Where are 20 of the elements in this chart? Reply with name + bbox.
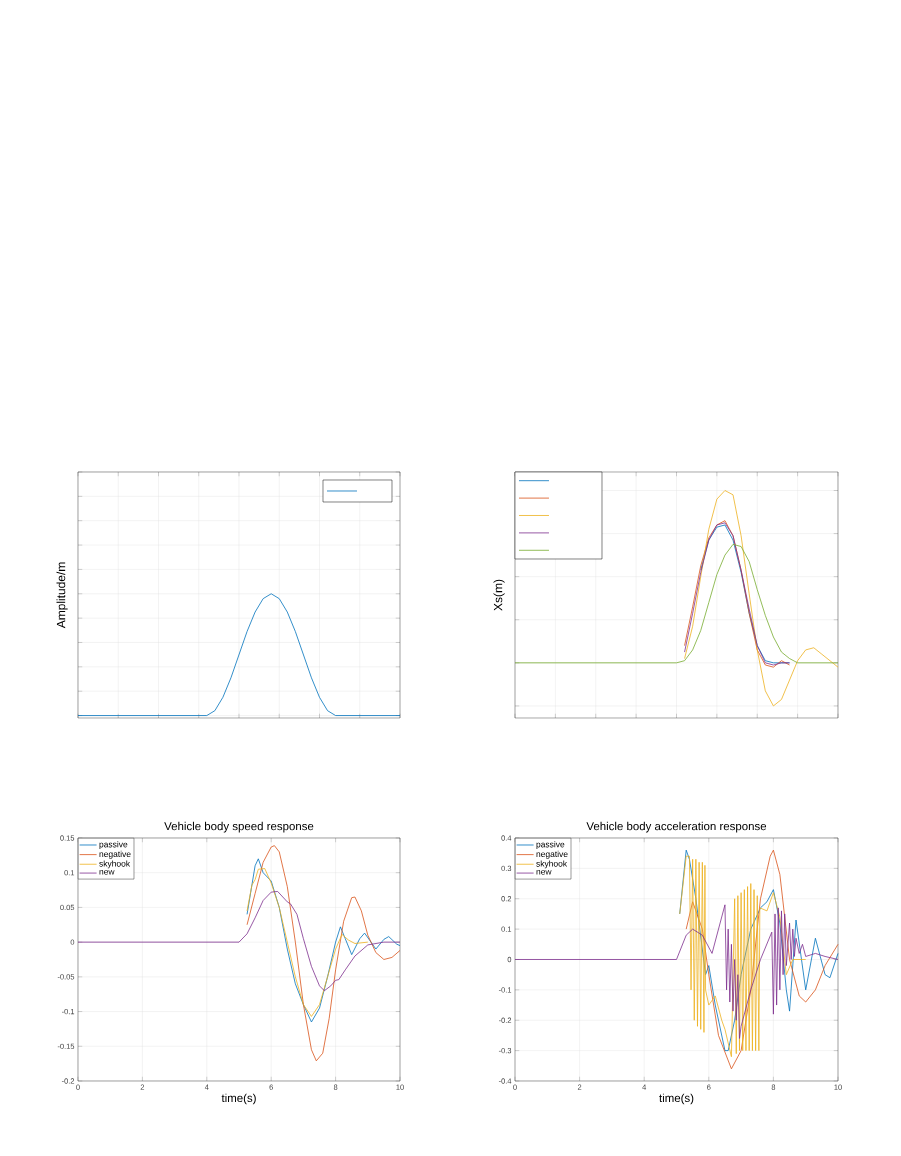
- legend-label: negative: [99, 850, 131, 859]
- line-series: [514, 904, 839, 1039]
- line-series: [246, 868, 369, 1017]
- x-axis-title: time(s): [221, 1093, 256, 1105]
- legend-label: new: [536, 870, 552, 875]
- y-axis-title: Amplitude/m: [56, 562, 68, 629]
- legend-label: skyhook: [99, 860, 131, 869]
- legend-label: negative: [536, 850, 568, 859]
- line-series: [679, 855, 807, 1058]
- legend-label: passive: [99, 841, 128, 850]
- chart-title: Vehicle body speed response: [164, 821, 314, 833]
- legend-label: passive: [536, 841, 565, 850]
- chart-title: Vehicle body acceleration response: [586, 821, 767, 833]
- x-axis-title: time(s): [659, 1093, 694, 1105]
- line-series: [246, 858, 401, 1023]
- line-series: [246, 845, 401, 1062]
- y-axis-title: Xs(m): [493, 579, 505, 611]
- legend-label: skyhook: [536, 860, 568, 869]
- legend-label: new: [99, 870, 115, 875]
- line-series: [77, 891, 401, 992]
